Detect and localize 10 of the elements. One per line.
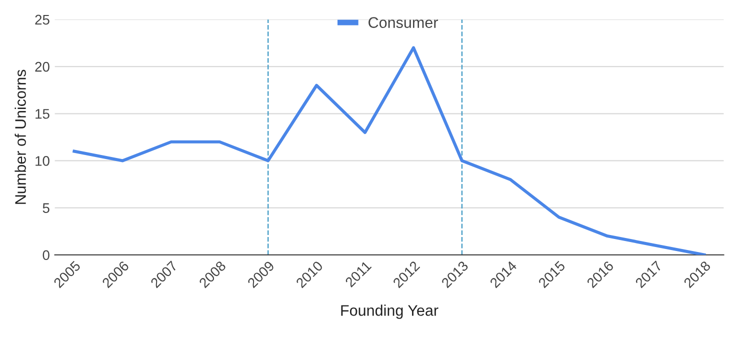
y-axis-title: Number of Unicorns	[14, 70, 26, 204]
line-series	[72, 46, 706, 255]
y-tick-label: 5	[42, 203, 50, 213]
x-axis-title: Founding Year	[341, 304, 438, 319]
y-tick-label: 15	[36, 109, 50, 119]
y-tick-label: 25	[35, 14, 50, 25]
legend-label: Consumer	[368, 17, 438, 28]
y-tick-label: 10	[36, 156, 50, 166]
y-tick-label: 0	[42, 250, 50, 260]
y-tick-label: 20	[35, 62, 50, 72]
